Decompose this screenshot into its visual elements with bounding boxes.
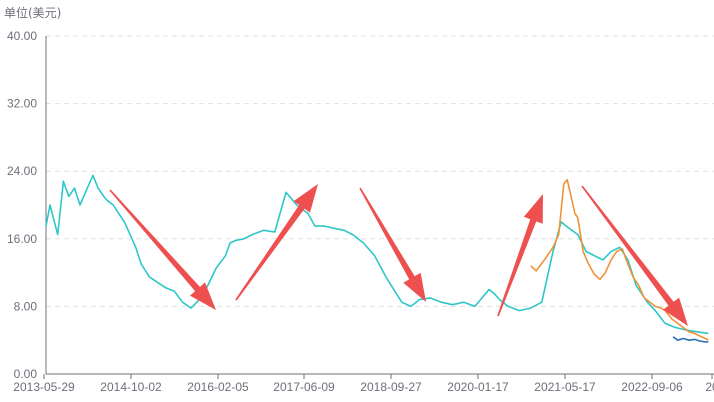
annotation-arrow bbox=[497, 194, 543, 317]
annotation-arrow-layer bbox=[109, 184, 688, 326]
x-tick-label: 2013-05-29 bbox=[13, 380, 75, 394]
annotation-arrow bbox=[235, 184, 318, 301]
x-tick-label: 2017-06-09 bbox=[273, 380, 335, 394]
annotation-arrow bbox=[359, 187, 426, 302]
series-line-1 bbox=[45, 174, 709, 335]
y-tick-label: 0.00 bbox=[14, 367, 38, 381]
x-tick-label: 2018-09-27 bbox=[360, 380, 422, 394]
y-tick-label: 16.00 bbox=[7, 232, 37, 246]
x-tick-label: 20 bbox=[705, 380, 714, 394]
y-tick-label: 24.00 bbox=[7, 164, 37, 178]
y-tick-label: 40.00 bbox=[7, 29, 37, 43]
x-tick-label: 2021-05-17 bbox=[534, 380, 596, 394]
x-tick-label: 2020-01-17 bbox=[447, 380, 509, 394]
series-line-3 bbox=[672, 336, 709, 343]
y-tick-label: 8.00 bbox=[14, 299, 38, 313]
axis-layer: 0.00 8.00 16.00 24.00 32.00 40.00 2013-05-29 20… bbox=[7, 29, 714, 394]
grid-layer bbox=[46, 35, 714, 307]
series-line-2 bbox=[530, 178, 709, 341]
y-axis-unit-label: 单位(美元) bbox=[4, 6, 62, 20]
x-tick-label: 2016-02-05 bbox=[187, 380, 249, 394]
y-tick-label: 32.00 bbox=[7, 97, 37, 111]
x-tick-label: 2022-09-06 bbox=[621, 380, 683, 394]
annotation-arrow bbox=[581, 185, 688, 326]
x-tick-label: 2014-10-02 bbox=[100, 380, 162, 394]
series-layer bbox=[45, 174, 709, 343]
annotation-arrow bbox=[109, 189, 216, 310]
